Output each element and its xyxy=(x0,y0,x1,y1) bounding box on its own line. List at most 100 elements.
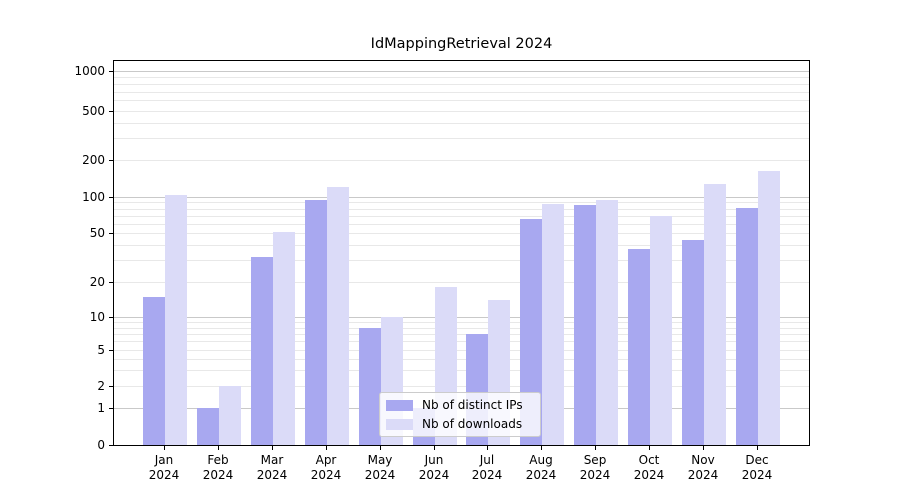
gridline-minor xyxy=(114,260,809,261)
bar-downloads xyxy=(273,231,295,445)
legend-label-distinct-ips: Nb of distinct IPs xyxy=(422,398,523,412)
bar-downloads xyxy=(165,195,187,445)
gridline-minor xyxy=(114,202,809,203)
gridline-minor xyxy=(114,359,809,360)
y-tick-label: 20 xyxy=(89,275,105,289)
x-tick xyxy=(487,446,488,450)
y-tick-label: 5 xyxy=(97,343,105,357)
bar-downloads xyxy=(327,187,349,445)
gridline-minor xyxy=(114,245,809,246)
x-tick xyxy=(434,446,435,450)
gridline-major xyxy=(114,197,809,198)
x-tick-label: May 2024 xyxy=(364,453,396,482)
bar-distinct-ips xyxy=(574,205,596,445)
x-tick-label: Sep 2024 xyxy=(579,453,611,482)
bar-downloads xyxy=(219,386,241,445)
bar-downloads xyxy=(596,199,618,445)
gridline-minor xyxy=(114,224,809,225)
bar-downloads xyxy=(758,170,780,445)
y-tick-label: 100 xyxy=(82,190,105,204)
y-tick-label: 1000 xyxy=(74,64,105,78)
bar-distinct-ips xyxy=(143,296,165,445)
bar-downloads xyxy=(542,204,564,445)
bar-distinct-ips xyxy=(305,199,327,445)
gridline-minor xyxy=(114,138,809,139)
gridline-minor xyxy=(114,123,809,124)
gridline-major xyxy=(114,317,809,318)
gridline-minor xyxy=(114,341,809,342)
bar-distinct-ips xyxy=(520,219,542,445)
spine-left xyxy=(113,60,114,446)
x-tick-label: Mar 2024 xyxy=(256,453,288,482)
x-tick xyxy=(649,446,650,450)
x-tick-label: Apr 2024 xyxy=(310,453,342,482)
chart-title: IdMappingRetrieval 2024 xyxy=(370,36,553,52)
gridline-minor xyxy=(114,209,809,210)
gridline-major xyxy=(114,71,809,72)
gridline-minor xyxy=(114,84,809,85)
bar-downloads xyxy=(704,183,726,445)
y-tick-label: 200 xyxy=(82,153,105,167)
y-tick xyxy=(109,282,113,283)
y-tick xyxy=(109,386,113,387)
spine-right xyxy=(809,60,810,446)
y-tick xyxy=(109,197,113,198)
y-tick xyxy=(109,350,113,351)
bar-distinct-ips xyxy=(197,408,219,445)
gridline-minor xyxy=(114,370,809,371)
y-tick xyxy=(109,317,113,318)
x-tick xyxy=(380,446,381,450)
y-tick-label: 50 xyxy=(89,226,105,240)
spine-top xyxy=(113,60,810,61)
y-tick xyxy=(109,71,113,72)
gridline-minor xyxy=(114,233,809,234)
y-tick xyxy=(109,233,113,234)
y-tick-label: 500 xyxy=(82,104,105,118)
legend-label-downloads: Nb of downloads xyxy=(422,417,523,431)
y-tick-label: 1 xyxy=(97,401,105,415)
y-tick-label: 0 xyxy=(97,438,105,452)
gridline-minor xyxy=(114,100,809,101)
x-tick-label: Dec 2024 xyxy=(741,453,773,482)
bar-distinct-ips xyxy=(682,239,704,445)
x-tick-label: Nov 2024 xyxy=(687,453,719,482)
gridline-minor xyxy=(114,334,809,335)
gridline-minor xyxy=(114,92,809,93)
y-tick xyxy=(109,111,113,112)
x-tick-label: Jul 2024 xyxy=(471,453,503,482)
x-tick xyxy=(164,446,165,450)
x-tick-label: Oct 2024 xyxy=(633,453,665,482)
x-tick-label: Jun 2024 xyxy=(418,453,450,482)
spine-bottom xyxy=(113,445,810,446)
x-tick xyxy=(703,446,704,450)
y-tick-label: 2 xyxy=(97,379,105,393)
x-tick xyxy=(595,446,596,450)
legend-item-downloads: Nb of downloads xyxy=(380,415,540,433)
gridline-minor xyxy=(114,160,809,161)
gridline-minor xyxy=(114,77,809,78)
gridline-minor xyxy=(114,216,809,217)
x-tick-label: Feb 2024 xyxy=(202,453,234,482)
gridline-minor xyxy=(114,282,809,283)
gridline-minor xyxy=(114,350,809,351)
x-tick xyxy=(326,446,327,450)
gridline-minor xyxy=(114,328,809,329)
x-tick xyxy=(272,446,273,450)
legend-swatch-downloads xyxy=(386,419,413,430)
y-tick-label: 10 xyxy=(89,310,105,324)
bar-downloads xyxy=(650,215,672,445)
bar-distinct-ips xyxy=(736,207,758,445)
y-tick xyxy=(109,445,113,446)
y-tick xyxy=(109,160,113,161)
legend: Nb of distinct IPs Nb of downloads xyxy=(379,392,541,437)
gridline-minor xyxy=(114,386,809,387)
y-tick xyxy=(109,408,113,409)
x-tick-label: Jan 2024 xyxy=(148,453,180,482)
legend-swatch-distinct-ips xyxy=(386,400,413,411)
x-tick xyxy=(757,446,758,450)
bar-distinct-ips xyxy=(359,327,381,445)
gridline-minor xyxy=(114,111,809,112)
bar-distinct-ips xyxy=(628,249,650,445)
bar-distinct-ips xyxy=(251,256,273,445)
